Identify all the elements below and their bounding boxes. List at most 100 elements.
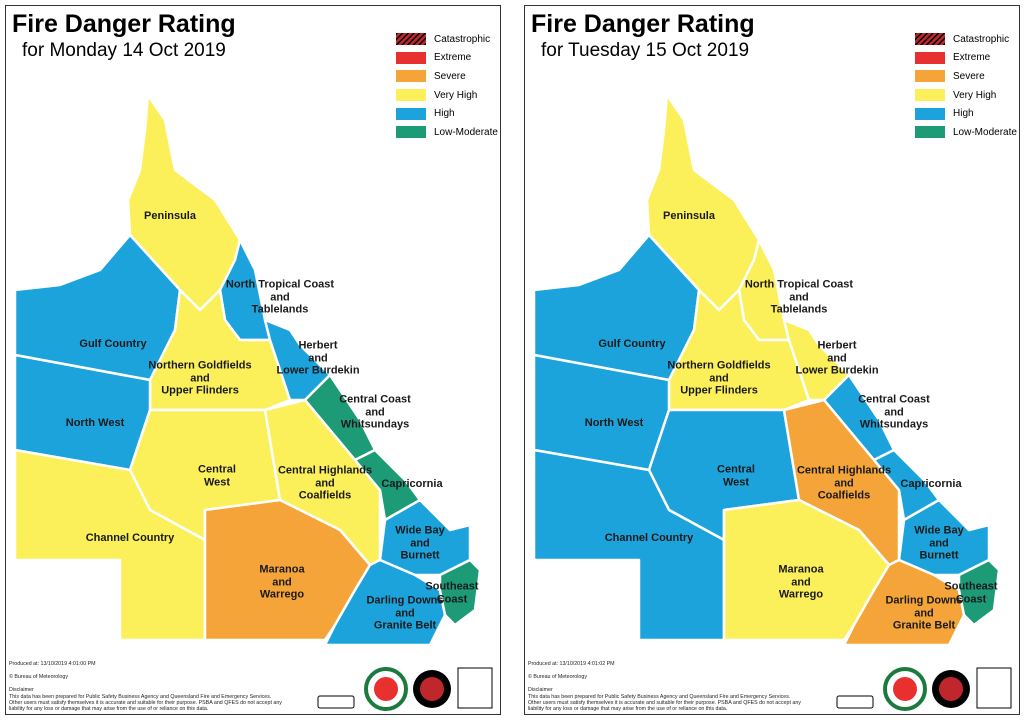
swatch bbox=[915, 70, 945, 83]
region-label: Channel Country bbox=[605, 532, 694, 545]
region-label-line: Maranoa bbox=[259, 563, 305, 576]
region-label: North Tropical Coast and Tablelands bbox=[226, 278, 334, 316]
region-label-line: and bbox=[410, 536, 430, 549]
region-label-line: Southeast bbox=[944, 580, 998, 593]
legend-item: Severe bbox=[915, 67, 1017, 86]
region-label-line: North Tropical Coast bbox=[744, 278, 854, 291]
map bbox=[532, 93, 1001, 647]
legend-item: Low-Moderate bbox=[915, 123, 1017, 142]
region-label-line: North West bbox=[65, 416, 125, 429]
produced: Produced at: 13/10/2019 4:01:00 PM bbox=[9, 661, 96, 667]
region-label: Gulf Country bbox=[79, 338, 146, 351]
legend-item: Low-Moderate bbox=[396, 123, 498, 142]
region-label: Peninsula bbox=[663, 210, 715, 223]
legend-label: High bbox=[953, 108, 974, 120]
region-label-line: and bbox=[315, 476, 335, 489]
region-label: Darling Downs and Granite Belt bbox=[885, 594, 962, 632]
region-label: Channel Country bbox=[86, 532, 175, 545]
region-label-line: Granite Belt bbox=[373, 619, 437, 632]
region-label-line: Capricornia bbox=[900, 477, 962, 490]
region-label-line: and bbox=[791, 575, 811, 588]
region-label-line: Maranoa bbox=[778, 563, 824, 576]
swatch bbox=[396, 51, 426, 64]
region-label-line: Gulf Country bbox=[79, 337, 147, 350]
swatch bbox=[396, 89, 426, 102]
region-label-line: Central bbox=[198, 463, 236, 476]
legend-item: Extreme bbox=[396, 49, 498, 68]
region-label-line: North Tropical Coast bbox=[225, 278, 335, 291]
region-label-line: Warrego bbox=[778, 588, 824, 601]
regions bbox=[13, 93, 482, 647]
legend-label: Extreme bbox=[434, 52, 472, 64]
legend-swatch bbox=[396, 89, 426, 102]
region-label: Central Highlands and Coalfields bbox=[797, 464, 891, 502]
region-label: Wide Bay and Burnett bbox=[914, 524, 963, 562]
region-label-line: West bbox=[722, 476, 750, 488]
region-label-line: and bbox=[929, 536, 949, 549]
swatch bbox=[915, 107, 945, 120]
disclaimer-title: Disclaimer bbox=[9, 687, 34, 693]
map-panel: Peninsula Gulf Country North Tropical Coas… bbox=[524, 5, 1020, 715]
map-panel: Peninsula Gulf Country North Tropical Coas… bbox=[5, 5, 501, 715]
region-label: Capricornia bbox=[900, 478, 961, 491]
region-label-line: and bbox=[308, 351, 328, 364]
legend-item: High bbox=[396, 104, 498, 123]
legend-label: Low-Moderate bbox=[434, 126, 498, 138]
region-label: Central Highlands and Coalfields bbox=[278, 464, 372, 502]
region-label-line: Upper Flinders bbox=[680, 384, 758, 397]
region-label: Central West bbox=[717, 464, 755, 489]
region-label-line: Channel Country bbox=[604, 531, 694, 544]
legend-label: Low-Moderate bbox=[953, 126, 1017, 138]
disclaimer-title: Disclaimer bbox=[528, 687, 553, 693]
title: Fire Danger Rating bbox=[531, 10, 755, 38]
subtitle: for Tuesday 15 Oct 2019 bbox=[541, 40, 750, 61]
legend-swatch bbox=[915, 107, 945, 120]
region-label-line: and bbox=[395, 606, 415, 619]
produced: Produced at: 13/10/2019 4:01:02 PM bbox=[528, 661, 615, 667]
region-label-line: and bbox=[884, 405, 904, 418]
region bbox=[263, 318, 332, 402]
region-label: Maranoa and Warrego bbox=[778, 563, 823, 601]
legend-item: Extreme bbox=[915, 49, 1017, 68]
copyright: © Bureau of Meteorology bbox=[9, 674, 68, 680]
region-label-line: and bbox=[272, 575, 292, 588]
legend-swatch bbox=[396, 70, 426, 83]
region-label-line: North West bbox=[584, 416, 644, 429]
region bbox=[782, 318, 851, 402]
regions bbox=[532, 93, 1001, 647]
region-label: Darling Downs and Granite Belt bbox=[366, 594, 443, 632]
region-label-line: Coast bbox=[955, 593, 987, 605]
legend-item: Severe bbox=[396, 67, 498, 86]
region-label: Central Coast and Whitsundays bbox=[858, 393, 930, 431]
legend-label: Severe bbox=[434, 70, 466, 82]
swatch bbox=[396, 126, 426, 139]
disclaimer: liability for any loss or damage that ma… bbox=[528, 706, 728, 712]
region-label: Herbert and Lower Burdekin bbox=[276, 339, 359, 377]
legend-label: Catastrophic bbox=[434, 33, 491, 45]
region-label: Southeast Coast bbox=[425, 581, 478, 606]
legend-item: Catastrophic bbox=[915, 30, 1017, 49]
region bbox=[438, 558, 482, 627]
disclaimer: This data has been prepared for Public S… bbox=[528, 694, 791, 700]
region-label-line: and bbox=[709, 371, 729, 384]
title: Fire Danger Rating bbox=[12, 10, 236, 38]
region-label-line: Northern Goldfields bbox=[148, 359, 252, 372]
region-label: North Tropical Coast and Tablelands bbox=[745, 278, 853, 316]
region-label: North West bbox=[585, 417, 643, 430]
region bbox=[842, 558, 966, 647]
region-label-line: and bbox=[914, 606, 934, 619]
region-label-line: Burnett bbox=[400, 549, 440, 562]
region-label: Herbert and Lower Burdekin bbox=[795, 339, 878, 377]
disclaimer: Other users must satisfy themselves it i… bbox=[528, 700, 801, 706]
region-label-line: Burnett bbox=[919, 549, 959, 562]
region-label: Capricornia bbox=[381, 478, 442, 491]
region bbox=[323, 558, 447, 647]
region-label-line: Capricornia bbox=[381, 477, 443, 490]
legend-swatch bbox=[915, 89, 945, 102]
region-label-line: Lower Burdekin bbox=[276, 364, 360, 377]
region-label: Gulf Country bbox=[598, 338, 665, 351]
map bbox=[13, 93, 482, 647]
region-label: Wide Bay and Burnett bbox=[395, 524, 444, 562]
region-label-line: Tablelands bbox=[770, 303, 828, 316]
disclaimer: liability for any loss or damage that ma… bbox=[9, 706, 209, 712]
